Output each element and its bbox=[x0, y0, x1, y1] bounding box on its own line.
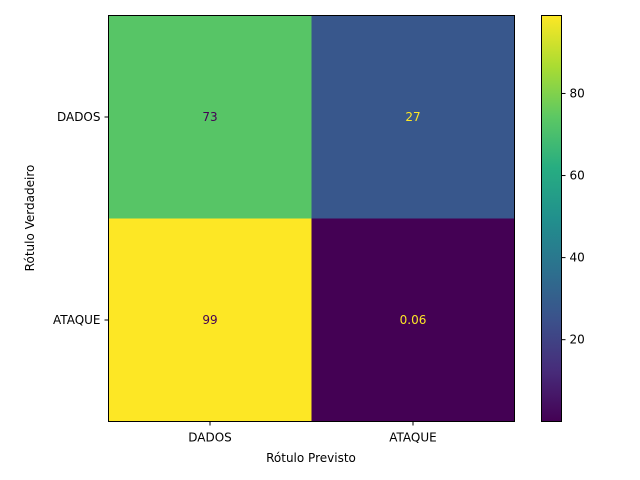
colorbar-tick-label: 80 bbox=[570, 86, 585, 100]
y-axis-label: Rótulo Verdadeiro bbox=[23, 165, 37, 272]
cell-value-label: 0.06 bbox=[400, 313, 427, 327]
y-tick-label: DADOS bbox=[57, 110, 101, 124]
colorbar bbox=[541, 15, 562, 422]
heatmap-cell bbox=[311, 15, 515, 219]
colorbar-ticks: 20 40 60 80 bbox=[561, 86, 585, 347]
x-axis-ticks: DADOS ATAQUE bbox=[188, 421, 437, 445]
x-tick-label: ATAQUE bbox=[389, 431, 436, 445]
plot-frame bbox=[108, 15, 515, 422]
colorbar-tick-label: 40 bbox=[570, 251, 585, 265]
heatmap-cells: 73 27 99 0.06 bbox=[108, 15, 515, 422]
x-axis-label: Rótulo Previsto bbox=[266, 451, 356, 465]
heatmap-cell bbox=[108, 218, 312, 422]
y-axis-ticks: DADOS ATAQUE bbox=[53, 110, 109, 327]
heatmap-cell bbox=[311, 218, 515, 422]
colorbar-tick-label: 20 bbox=[570, 333, 585, 347]
colorbar-tick-label: 60 bbox=[570, 169, 585, 183]
cell-value-label: 73 bbox=[202, 110, 217, 124]
cell-value-label: 27 bbox=[405, 110, 420, 124]
y-tick-label: ATAQUE bbox=[53, 313, 100, 327]
x-tick-label: DADOS bbox=[188, 431, 232, 445]
cell-value-label: 99 bbox=[202, 313, 217, 327]
heatmap-cell bbox=[108, 15, 312, 219]
